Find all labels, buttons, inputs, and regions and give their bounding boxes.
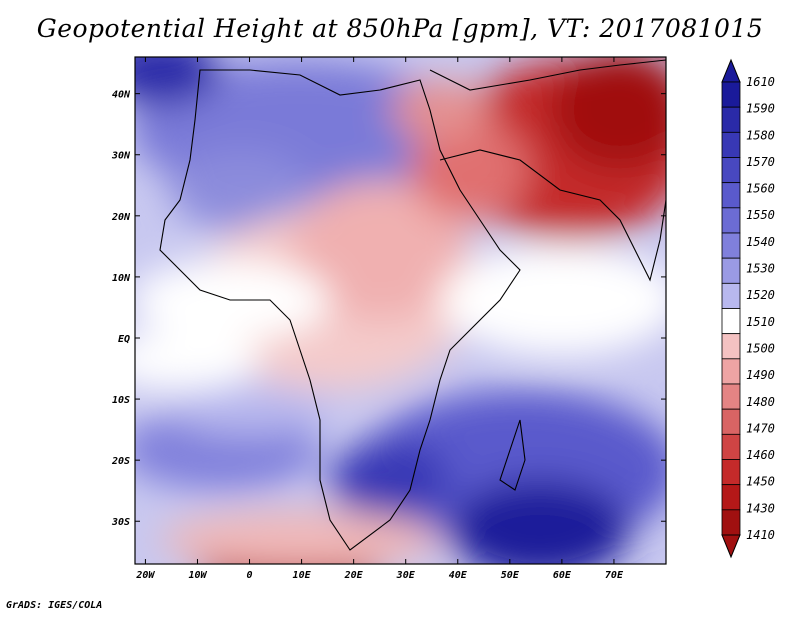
colorbar-bottom-arrow — [721, 534, 741, 559]
lat-tick-label: 40N — [112, 90, 131, 101]
colorbar-level-label: 1430 — [746, 501, 775, 515]
colorbar-level-label: 1540 — [746, 235, 775, 249]
lon-tick-label: 0 — [247, 570, 253, 581]
colorbar-level-label: 1490 — [746, 368, 775, 382]
colorbar-level-label: 1610 — [746, 75, 775, 89]
colorbar-swatch — [721, 433, 741, 460]
coastlines — [159, 59, 666, 551]
lon-tick-label: 50E — [501, 570, 520, 581]
colorbar-level-label: 1470 — [746, 421, 775, 435]
lat-tick-label: 20S — [111, 456, 130, 467]
colorbar-labels: 1610 1590 1580 1570 1560 1550 1540 1530 1520 1510… — [746, 75, 775, 542]
colorbar-swatch — [721, 383, 741, 410]
lon-tick-label: 60E — [553, 570, 572, 581]
lon-tick-label: 10W — [188, 570, 207, 581]
colorbar-swatch — [721, 333, 741, 360]
lat-tick-label: 20N — [111, 212, 131, 223]
colorbar-swatch — [721, 232, 741, 259]
lon-tick-label: 70E — [605, 570, 624, 581]
colorbar-level-label: 1500 — [746, 341, 775, 355]
lat-tick-label: 30S — [111, 517, 130, 528]
colorbar-swatch — [721, 408, 741, 435]
colorbar-swatch — [721, 358, 741, 385]
colorbar-swatch — [721, 459, 741, 486]
height-field — [135, 57, 666, 564]
colorbar-swatch — [721, 106, 741, 133]
colorbar-top-arrow — [721, 58, 741, 83]
lon-tick-label: 30E — [396, 570, 416, 581]
colorbar-swatch — [721, 257, 741, 284]
axis-ticks — [135, 57, 666, 564]
colorbar-level-label: 1560 — [746, 182, 775, 196]
colorbar-swatch — [721, 509, 741, 536]
lon-tick-label: 20E — [344, 570, 364, 581]
colorbar-level-label: 1520 — [746, 288, 775, 302]
colorbar-swatch — [721, 157, 741, 184]
colorbar-level-label: 1550 — [746, 208, 775, 222]
plot-frame — [134, 56, 667, 565]
lon-tick-label: 40E — [449, 570, 468, 581]
latitude-labels: 40N 30N 20N 10N EQ 10S 20S 30S — [111, 90, 131, 529]
colorbar-level-label: 1530 — [746, 262, 775, 276]
colorbar-swatches — [721, 58, 741, 559]
colorbar-swatch — [721, 484, 741, 511]
longitude-labels: 20W 10W 0 10E 20E 30E 40E 50E 60E 70E — [135, 570, 624, 581]
grads-credit: GrADS: IGES/COLA — [6, 600, 103, 611]
colorbar-swatch — [721, 182, 741, 209]
colorbar-level-label: 1580 — [746, 128, 775, 142]
colorbar-level-label: 1480 — [746, 395, 775, 409]
colorbar-swatch — [721, 81, 741, 108]
colorbar-swatch — [721, 308, 741, 335]
map-title: Geopotential Height at 850hPa [gpm], VT:… — [36, 14, 764, 43]
colorbar-level-label: 1460 — [746, 448, 775, 462]
colorbar-level-label: 1570 — [746, 155, 775, 169]
colorbar-swatch — [721, 282, 741, 309]
colorbar-swatch — [721, 207, 741, 234]
colorbar-level-label: 1450 — [746, 475, 775, 489]
colorbar-level-label: 1590 — [746, 102, 775, 116]
lat-tick-label: EQ — [118, 334, 130, 345]
lat-tick-label: 10N — [112, 273, 131, 284]
lat-tick-label: 10S — [112, 395, 130, 406]
lon-tick-label: 10E — [293, 570, 312, 581]
colorbar-swatch — [721, 131, 741, 158]
colorbar-level-label: 1510 — [746, 315, 775, 329]
colorbar-level-label: 1410 — [746, 528, 775, 542]
lat-tick-label: 30N — [111, 151, 131, 162]
lon-tick-label: 20W — [135, 570, 155, 581]
